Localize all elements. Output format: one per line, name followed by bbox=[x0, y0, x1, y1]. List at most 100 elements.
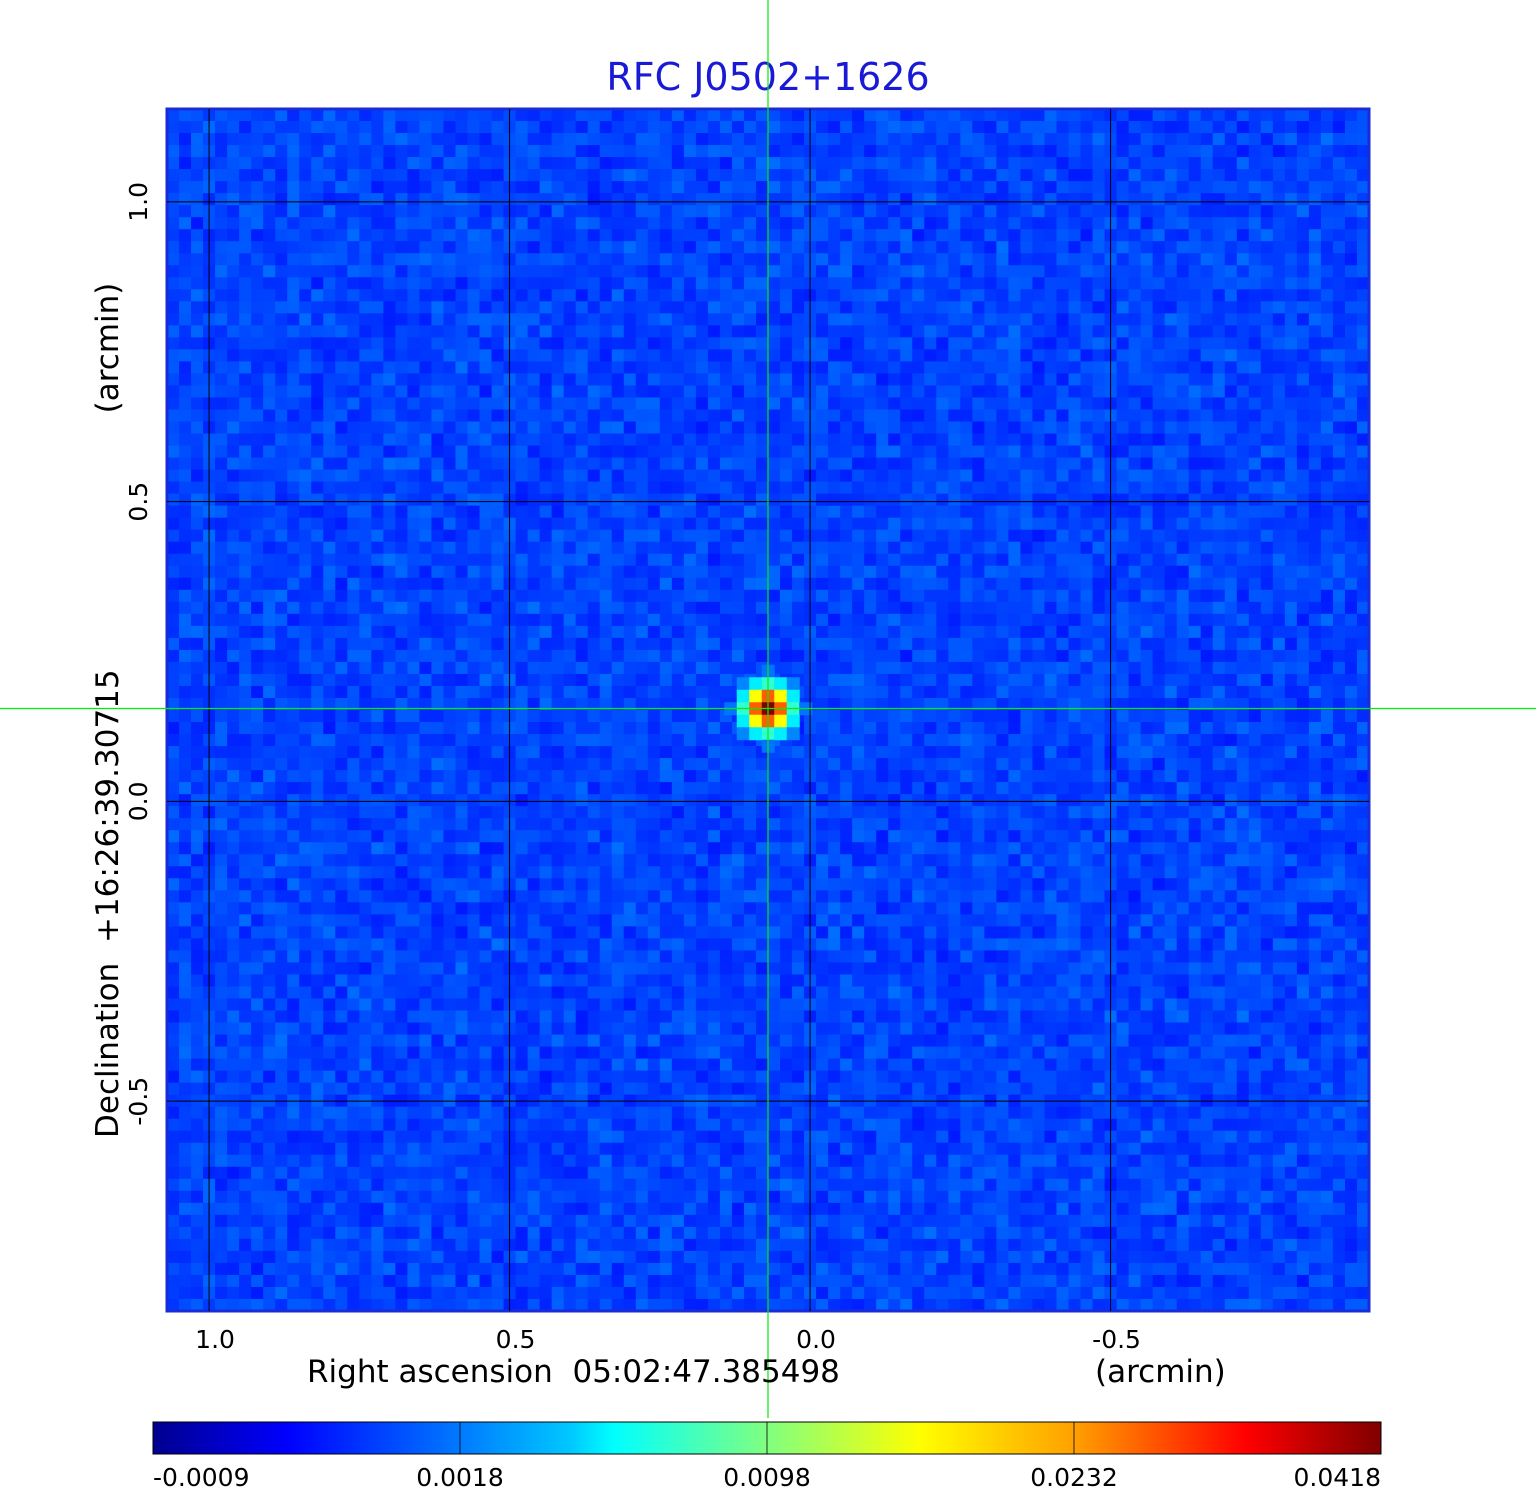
map-pixel bbox=[852, 181, 865, 194]
map-pixel bbox=[467, 493, 481, 507]
map-pixel bbox=[515, 133, 529, 146]
map-pixel bbox=[311, 481, 324, 495]
map-pixel bbox=[1056, 445, 1070, 459]
map-pixel bbox=[1056, 217, 1070, 230]
map-pixel bbox=[936, 481, 949, 495]
map-pixel bbox=[287, 577, 300, 591]
map-pixel bbox=[816, 697, 829, 711]
map-pixel bbox=[1140, 541, 1154, 555]
map-pixel bbox=[876, 205, 889, 218]
map-pixel bbox=[383, 613, 396, 627]
map-pixel bbox=[1152, 601, 1166, 615]
map-pixel bbox=[888, 445, 901, 459]
map-pixel bbox=[1224, 301, 1238, 314]
map-pixel bbox=[455, 685, 469, 699]
map-pixel bbox=[431, 685, 445, 699]
map-pixel bbox=[419, 361, 433, 375]
map-pixel bbox=[515, 481, 529, 495]
map-pixel bbox=[755, 553, 769, 567]
map-pixel bbox=[263, 169, 276, 182]
map-pixel bbox=[1356, 265, 1370, 278]
map-pixel bbox=[275, 505, 288, 519]
map-pixel bbox=[816, 133, 829, 146]
map-pixel bbox=[1056, 133, 1070, 146]
map-pixel bbox=[599, 697, 613, 711]
map-pixel bbox=[419, 637, 433, 651]
map-pixel bbox=[948, 601, 961, 615]
map-pixel bbox=[900, 181, 913, 194]
map-pixel bbox=[924, 577, 937, 591]
map-pixel bbox=[936, 241, 949, 254]
map-pixel bbox=[948, 469, 961, 483]
map-pixel bbox=[1152, 661, 1166, 675]
map-pixel bbox=[395, 169, 408, 182]
map-pixel bbox=[1236, 637, 1250, 651]
map-pixel bbox=[335, 241, 348, 254]
map-pixel bbox=[960, 673, 973, 687]
map-pixel bbox=[275, 553, 288, 567]
map-pixel bbox=[587, 361, 601, 375]
map-pixel bbox=[275, 385, 288, 399]
map-pixel bbox=[996, 373, 1009, 387]
map-pixel bbox=[251, 325, 264, 338]
map-pixel bbox=[1296, 481, 1310, 495]
map-pixel bbox=[960, 301, 973, 314]
map-pixel bbox=[1272, 229, 1286, 242]
map-pixel bbox=[407, 253, 421, 266]
map-pixel bbox=[768, 229, 781, 242]
map-pixel bbox=[635, 673, 649, 687]
map-pixel bbox=[467, 505, 481, 519]
map-pixel bbox=[792, 661, 805, 675]
map-pixel bbox=[251, 277, 264, 290]
map-pixel bbox=[1032, 481, 1046, 495]
map-pixel bbox=[828, 301, 841, 314]
map-pixel bbox=[1020, 517, 1034, 531]
map-pixel bbox=[515, 433, 529, 447]
map-pixel bbox=[1260, 589, 1274, 603]
map-pixel bbox=[900, 121, 913, 134]
map-pixel bbox=[287, 325, 300, 338]
map-pixel bbox=[924, 289, 937, 302]
map-pixel bbox=[671, 385, 685, 399]
map-pixel bbox=[1152, 481, 1166, 495]
map-pixel bbox=[719, 265, 733, 278]
map-pixel bbox=[864, 361, 877, 375]
map-pixel bbox=[575, 505, 589, 519]
map-pixel bbox=[840, 133, 853, 146]
map-pixel bbox=[960, 193, 973, 206]
map-pixel bbox=[1068, 121, 1082, 134]
map-pixel bbox=[1128, 193, 1142, 206]
map-pixel bbox=[1236, 517, 1250, 531]
map-pixel bbox=[491, 517, 505, 531]
map-pixel bbox=[924, 625, 937, 639]
map-pixel bbox=[527, 313, 541, 326]
map-pixel bbox=[575, 325, 589, 338]
map-pixel bbox=[1092, 565, 1106, 579]
map-pixel bbox=[443, 301, 457, 314]
map-pixel bbox=[996, 505, 1009, 519]
map-pixel bbox=[1320, 181, 1334, 194]
map-pixel bbox=[1152, 313, 1166, 326]
map-pixel bbox=[984, 277, 997, 290]
map-pixel bbox=[1092, 601, 1106, 615]
map-pixel bbox=[1344, 157, 1358, 170]
map-pixel bbox=[1344, 493, 1358, 507]
map-pixel bbox=[1344, 577, 1358, 591]
map-pixel bbox=[323, 349, 336, 363]
map-pixel bbox=[167, 397, 180, 411]
map-pixel bbox=[852, 697, 865, 711]
map-pixel bbox=[1332, 673, 1346, 687]
map-pixel bbox=[491, 265, 505, 278]
map-pixel bbox=[1044, 229, 1058, 242]
map-pixel bbox=[1140, 265, 1154, 278]
map-pixel bbox=[359, 385, 372, 399]
map-pixel bbox=[1128, 373, 1142, 387]
map-pixel bbox=[816, 193, 829, 206]
map-pixel bbox=[1284, 433, 1298, 447]
map-pixel bbox=[1344, 565, 1358, 579]
map-pixel bbox=[227, 457, 240, 471]
map-pixel bbox=[840, 457, 853, 471]
map-pixel bbox=[1260, 529, 1274, 543]
map-pixel bbox=[1008, 313, 1022, 326]
map-pixel bbox=[635, 481, 649, 495]
